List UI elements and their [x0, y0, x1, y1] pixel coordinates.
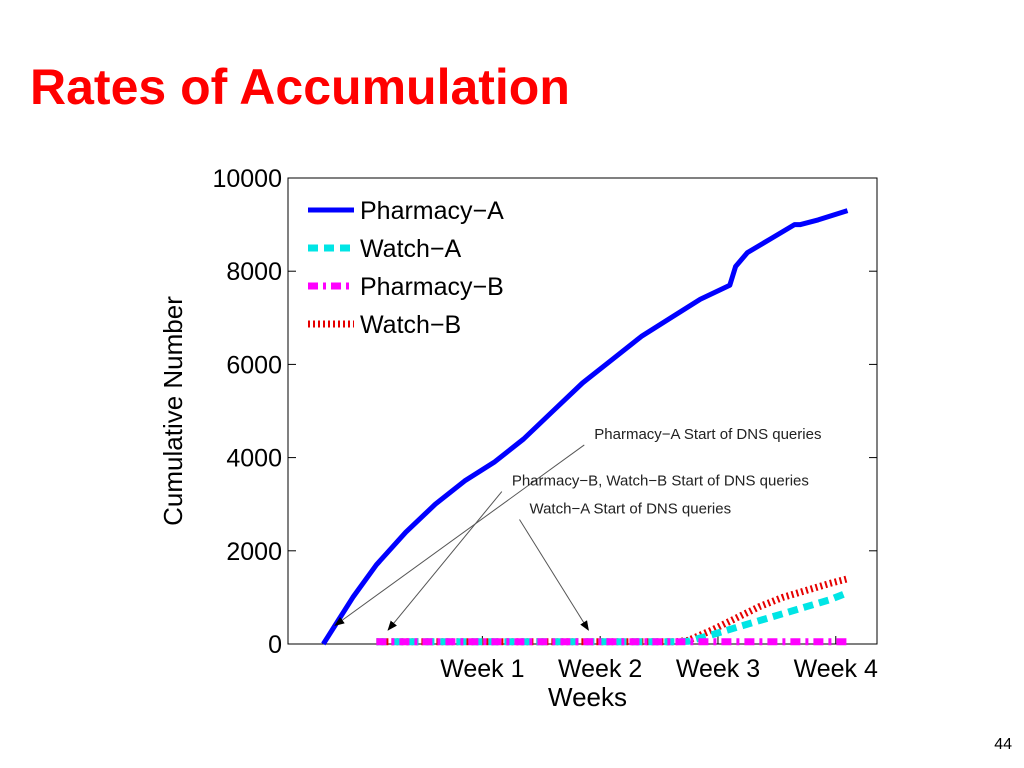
- y-tick-label: 0: [268, 631, 282, 659]
- legend-label: Pharmacy−A: [360, 197, 504, 225]
- series-line-pharmacya: [321, 208, 849, 646]
- annotation-label: Watch−A Start of DNS queries: [529, 501, 731, 518]
- x-tick-label: Week 1: [440, 655, 524, 683]
- x-tick-label: Week 3: [676, 655, 760, 683]
- y-axis-label: Cumulative Number: [158, 296, 188, 526]
- legend-label: Watch−B: [360, 311, 461, 339]
- series-line-watchb: [376, 575, 849, 646]
- legend-label: Watch−A: [360, 235, 462, 263]
- y-tick-label: 2000: [226, 538, 282, 566]
- x-tick-label: Week 4: [794, 655, 878, 683]
- legend-label: Pharmacy−B: [360, 273, 504, 301]
- y-tick-label: 4000: [226, 445, 282, 473]
- annotation-arrow: [519, 519, 589, 631]
- plot-area: 0 2000 4000 6000 8000 10000 Week 1 Week 2 Week 3…: [212, 165, 878, 683]
- annotation-label: Pharmacy−A Start of DNS queries: [594, 426, 821, 443]
- x-tick-label: Week 2: [558, 655, 642, 683]
- y-tick-label: 6000: [226, 351, 282, 379]
- slide-title: Rates of Accumulation: [30, 59, 570, 115]
- y-tick-label: 8000: [226, 258, 282, 286]
- annotation-arrow: [334, 444, 585, 626]
- x-axis-label: Weeks: [548, 682, 627, 712]
- series-line-watcha: [376, 589, 849, 646]
- annotation-arrow: [387, 491, 503, 631]
- annotation-label: Pharmacy−B, Watch−B Start of DNS queries: [512, 473, 809, 490]
- y-tick-label: 10000: [212, 165, 282, 193]
- page-number: 44: [994, 736, 1012, 753]
